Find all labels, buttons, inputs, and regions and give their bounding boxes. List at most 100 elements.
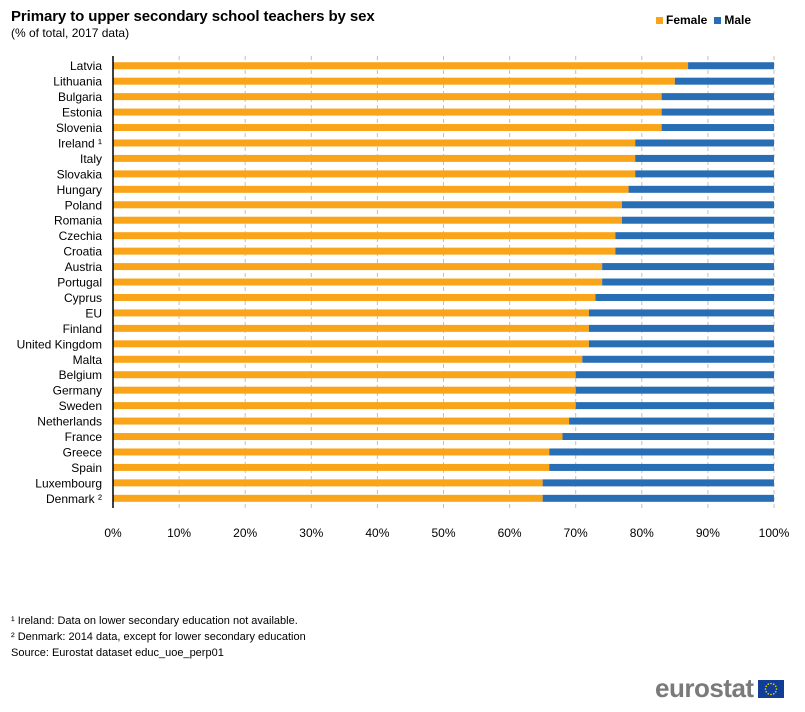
category-label: Finland [63, 322, 102, 336]
bar-male [582, 355, 774, 363]
category-label: Bulgaria [58, 90, 102, 104]
bar-male [595, 293, 774, 301]
footnote-denmark: ² Denmark: 2014 data, except for lower s… [11, 631, 306, 643]
bar-female [113, 108, 662, 116]
x-tick-label: 40% [365, 526, 389, 540]
category-label: Ireland ¹ [58, 136, 102, 150]
bar-female [113, 154, 636, 162]
bar-male [588, 340, 774, 348]
bar-female [113, 293, 596, 301]
bar-male [575, 371, 774, 379]
bar-male [542, 479, 774, 487]
x-tick-label: 80% [630, 526, 654, 540]
bar-female [113, 232, 616, 240]
chart-title: Primary to upper secondary school teache… [11, 8, 375, 25]
category-label: Latvia [70, 59, 102, 73]
bar-male [588, 309, 774, 317]
category-label: Hungary [57, 183, 102, 197]
bar-female [113, 216, 622, 224]
x-tick-label: 70% [564, 526, 588, 540]
bar-male [549, 463, 774, 471]
category-label: Malta [73, 353, 103, 367]
bar-male [569, 417, 774, 425]
bar-female [113, 494, 543, 502]
legend-label-female: Female [666, 13, 708, 27]
category-label: United Kingdom [17, 337, 102, 351]
x-tick-label: 30% [299, 526, 323, 540]
bar-male [628, 185, 774, 193]
x-tick-label: 50% [431, 526, 455, 540]
source-note: Source: Eurostat dataset educ_uoe_perp01 [11, 647, 224, 659]
bar-female [113, 263, 603, 271]
category-label: Slovenia [56, 121, 102, 135]
bar-female [113, 139, 636, 147]
bar-female [113, 201, 622, 209]
bar-male [621, 216, 774, 224]
legend-swatch-male [714, 16, 722, 24]
bar-female [113, 185, 629, 193]
bar-female [113, 402, 576, 410]
bars [113, 62, 774, 502]
bar-female [113, 170, 636, 178]
category-label: Luxembourg [35, 476, 102, 490]
bar-male [615, 247, 774, 255]
bar-male [575, 402, 774, 410]
logo-text: eurostat [655, 673, 754, 703]
bar-male [674, 77, 774, 85]
eurostat-logo: eurostat [655, 673, 784, 704]
category-label: Czechia [59, 229, 103, 243]
category-label: Estonia [62, 106, 102, 120]
legend-label-male: Male [724, 13, 752, 27]
category-label: Portugal [57, 276, 102, 290]
tick-labels: 0% 10% 20% 30% 40% 50% 60% 70% 80% 90% 100% [104, 526, 789, 540]
category-label: Lithuania [53, 75, 102, 89]
bar-male [588, 324, 774, 332]
legend-swatch-female [656, 16, 663, 24]
x-tick-label: 20% [233, 526, 257, 540]
category-label: Greece [63, 445, 103, 459]
x-tick-label: 10% [167, 526, 191, 540]
category-label: Germany [53, 384, 102, 398]
bar-female [113, 340, 589, 348]
category-label: Sweden [59, 399, 102, 413]
bar-male [635, 170, 774, 178]
bar-male [602, 278, 774, 286]
bar-female [113, 417, 570, 425]
bar-female [113, 479, 543, 487]
category-label: Cyprus [64, 291, 102, 305]
category-label: Italy [80, 152, 102, 166]
bar-male [602, 263, 774, 271]
bar-female [113, 77, 675, 85]
category-label: Poland [65, 198, 102, 212]
bar-male [635, 139, 774, 147]
bar-male [621, 201, 774, 209]
bar-female [113, 448, 550, 456]
bar-female [113, 278, 603, 286]
eu-flag-icon [757, 679, 784, 698]
bar-male [549, 448, 774, 456]
category-label: Romania [54, 214, 102, 228]
category-label: Denmark ² [46, 492, 102, 506]
bar-female [113, 93, 662, 101]
bar-male [615, 232, 774, 240]
category-label: Croatia [63, 245, 102, 259]
category-label: Austria [65, 260, 103, 274]
bar-male [661, 124, 774, 132]
x-tick-label: 0% [104, 526, 122, 540]
bar-female [113, 62, 689, 70]
category-label: Netherlands [37, 415, 102, 429]
bar-female [113, 247, 616, 255]
x-tick-label: 60% [498, 526, 522, 540]
bar-male [562, 433, 774, 441]
bar-female [113, 309, 589, 317]
legend-item-male: Male [714, 13, 751, 27]
bar-male [635, 154, 774, 162]
bar-female [113, 324, 589, 332]
legend-item-female: Female [656, 13, 707, 27]
bar-female [113, 463, 550, 471]
bar-male [575, 386, 774, 394]
x-tick-label: 100% [759, 526, 790, 540]
bar-male [661, 93, 774, 101]
